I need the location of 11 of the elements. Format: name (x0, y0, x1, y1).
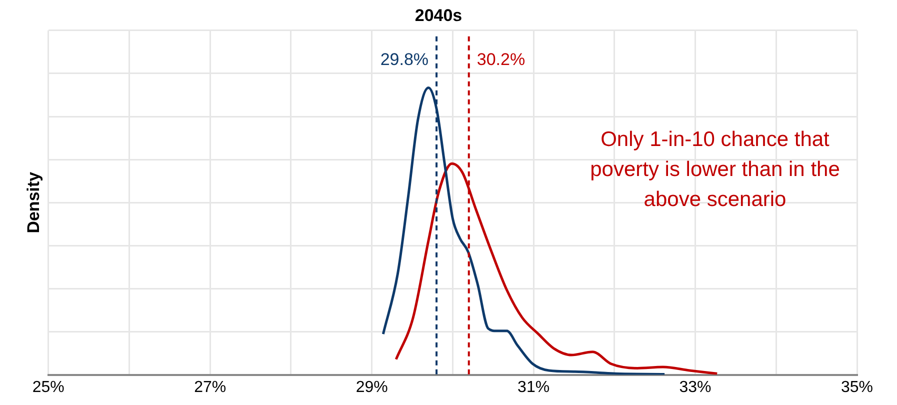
ref-line-label: 29.8% (380, 50, 429, 70)
x-tick-label: 25% (32, 378, 64, 396)
x-tick-label: 31% (518, 378, 550, 396)
x-tick-label: 27% (194, 378, 226, 396)
x-tick-label: 33% (679, 378, 712, 396)
x-tick-label: 35% (840, 378, 874, 396)
y-axis-title: Density (24, 171, 43, 234)
ref-line-label: 30.2% (476, 50, 526, 70)
chart-title: 2040s (414, 6, 462, 25)
annotation: Only 1-in-10 chance that poverty is lower than in the above scenario (589, 127, 841, 213)
x-tick-label: 29% (356, 378, 388, 396)
